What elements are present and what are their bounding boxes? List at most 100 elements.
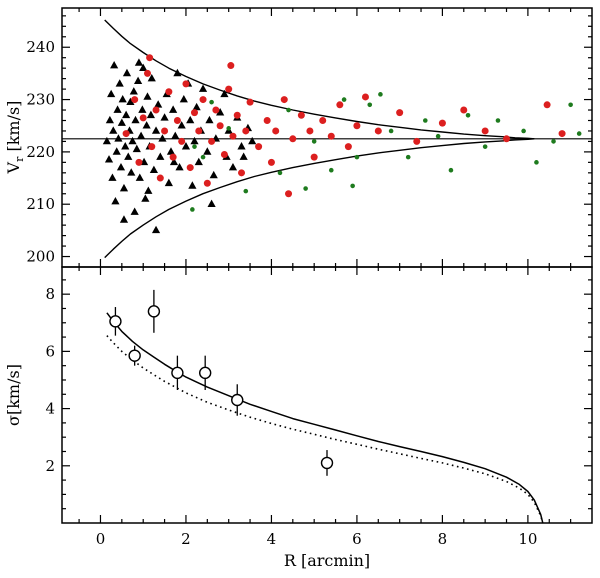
dot-marker (277, 170, 283, 176)
circle-marker (139, 114, 147, 122)
lower-envelope (104, 138, 535, 259)
dot-marker (388, 128, 394, 134)
y-tick-label: 200 (26, 248, 55, 266)
triangle-marker (154, 100, 163, 108)
triangle-marker (133, 76, 143, 85)
black-triangle-stars (102, 58, 257, 234)
x-axis-label: R [arcmin] (284, 551, 370, 570)
circle-marker (289, 135, 297, 143)
circle-marker (233, 111, 241, 119)
dot-marker (378, 92, 383, 97)
triangle-marker (173, 68, 182, 77)
triangle-marker (104, 155, 114, 163)
circle-marker (220, 151, 228, 159)
sigma-data-point (320, 450, 334, 476)
triangle-marker (166, 147, 176, 155)
dot-marker (286, 107, 291, 113)
triangle-marker (175, 162, 184, 171)
dot-marker (226, 126, 231, 131)
circle-marker (297, 111, 305, 119)
model-solid-curve (106, 312, 544, 523)
triangle-marker (130, 207, 139, 215)
circle-marker (336, 101, 344, 109)
triangle-marker (160, 113, 169, 121)
triangle-marker (129, 87, 138, 95)
circle-marker (481, 127, 489, 135)
triangle-marker (117, 118, 126, 126)
circle-marker (229, 132, 237, 140)
bottom-panel: 2 4 6 8 0 2 4 6 8 10 (45, 266, 593, 548)
triangle-marker (141, 194, 150, 202)
triangle-marker (127, 168, 136, 176)
vr-label-sub: r (13, 156, 26, 162)
circle-marker (186, 164, 194, 172)
vr-label-main: V (4, 161, 23, 174)
x-tick-label: 8 (438, 530, 448, 548)
triangle-marker (110, 60, 119, 69)
triangle-marker (135, 173, 144, 181)
dot-marker (328, 167, 334, 173)
triangle-marker (142, 121, 151, 129)
dot-marker (311, 139, 317, 144)
triangle-marker (220, 89, 229, 98)
dot-marker (243, 188, 249, 194)
circle-marker (353, 122, 361, 130)
dot-marker (209, 99, 214, 105)
triangle-marker (143, 92, 152, 100)
triangle-marker (158, 134, 167, 142)
circle-marker (156, 174, 164, 182)
sigma-data-point (171, 355, 184, 390)
circle-marker (327, 132, 335, 140)
circle-marker (146, 54, 154, 62)
circle-marker (165, 88, 173, 96)
triangle-marker (115, 79, 124, 87)
x-tick-label: 10 (518, 530, 537, 548)
circle-marker (242, 127, 250, 135)
circle-marker (413, 137, 421, 145)
dot-marker (448, 167, 454, 173)
triangle-marker (119, 183, 129, 192)
top-panel: 200 210 220 230 240 (26, 7, 593, 268)
circle-marker (143, 69, 151, 77)
circle-marker (178, 137, 186, 145)
circle-marker (212, 106, 220, 114)
y-tick-label: 220 (26, 143, 55, 161)
circle-marker (543, 101, 551, 109)
triangle-marker (147, 74, 156, 82)
circle-marker (272, 127, 280, 135)
triangle-marker (192, 102, 201, 111)
circle-marker (361, 93, 369, 101)
triangle-marker (111, 196, 120, 205)
triangle-marker (136, 131, 146, 139)
triangle-marker (171, 131, 180, 139)
circle-marker (195, 127, 203, 135)
circle-marker (131, 96, 139, 104)
triangle-marker (118, 94, 127, 103)
dot-marker (576, 131, 582, 136)
circle-marker (246, 98, 254, 106)
circle-marker (396, 109, 404, 117)
dot-marker (367, 102, 373, 108)
triangle-marker (186, 115, 195, 124)
model-dotted-curve (106, 335, 544, 523)
triangle-marker (216, 108, 225, 116)
x-tick-label: 6 (352, 530, 362, 548)
triangle-marker (156, 152, 165, 160)
triangle-marker (151, 225, 161, 234)
triangle-marker (194, 157, 203, 166)
plot-root: 200 210 220 230 240 2 4 6 8 0 2 4 6 8 10 (26, 7, 593, 548)
circle-marker (203, 179, 211, 187)
triangle-marker (181, 142, 191, 150)
circle-marker (191, 109, 198, 117)
dot-marker (350, 183, 355, 189)
bottom-frame (61, 266, 593, 524)
y-tick-label: 6 (45, 342, 55, 360)
triangle-marker (203, 147, 212, 155)
y-tick-label: 2 (45, 457, 55, 475)
triangle-marker (237, 142, 246, 150)
triangle-marker (134, 58, 144, 66)
triangle-marker (209, 170, 218, 179)
triangle-marker (169, 105, 178, 113)
circle-marker (152, 106, 160, 114)
bottom-ticks (62, 267, 592, 523)
